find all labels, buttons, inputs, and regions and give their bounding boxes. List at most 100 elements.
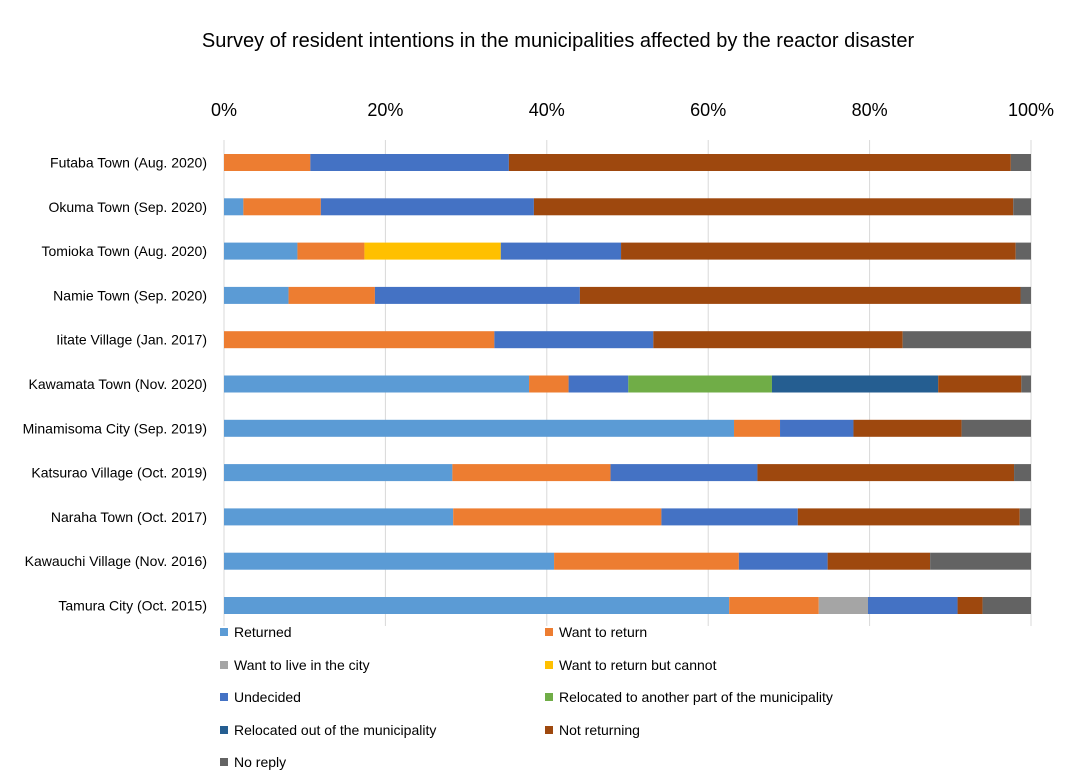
category-label: Namie Town (Sep. 2020) <box>53 287 207 303</box>
bar-segment-no-reply <box>1019 508 1031 526</box>
bar-segment-returned <box>224 464 453 482</box>
chart-title: Survey of resident intentions in the mun… <box>202 30 915 52</box>
legend-item: Returned <box>220 616 545 649</box>
legend-label: Want to return but cannot <box>559 656 717 673</box>
legend-swatch <box>545 660 553 669</box>
bar-segment-want-to-return <box>453 508 662 526</box>
bar-segment-returned <box>224 375 530 393</box>
x-tick-label: 20% <box>367 100 403 120</box>
category-label: Kawamata Town (Nov. 2020) <box>29 376 207 392</box>
x-tick-label: 100% <box>1008 100 1054 120</box>
bar-segment-want-to-return <box>452 464 611 482</box>
legend-label: Returned <box>234 624 292 641</box>
bar-segment-not-returning <box>653 331 903 349</box>
bar-segment-not-returning <box>757 464 1015 482</box>
bar-segment-undecided <box>780 419 854 437</box>
bar-segment-undecided <box>568 375 629 393</box>
bar-segment-returned <box>224 286 289 304</box>
legend-swatch <box>545 628 553 637</box>
x-tick-label: 80% <box>852 100 888 120</box>
bar-segment-want-to-live-in-the-city <box>818 597 868 614</box>
bar-segment-not-returning <box>957 597 983 614</box>
category-label: Tomioka Town (Aug. 2020) <box>42 243 208 259</box>
legend-label: No reply <box>234 754 287 771</box>
bar-segment-no-reply <box>1010 154 1031 171</box>
bar-segment-not-returning <box>827 552 931 570</box>
bar-segment-undecided <box>738 552 828 570</box>
bar-segment-not-returning <box>579 286 1021 304</box>
legend-label: Relocated to another part of the municip… <box>559 689 833 706</box>
bar-segment-no-reply <box>930 552 1031 570</box>
x-tick-label: 60% <box>690 100 726 120</box>
bar-segment-not-returning <box>797 508 1020 526</box>
bar-segment-no-reply <box>982 597 1031 614</box>
bar-segment-no-reply <box>1020 286 1031 304</box>
bar-segment-returned <box>224 597 730 614</box>
bar-segment-want-to-return <box>554 552 739 570</box>
legend-item: Want to return <box>545 616 905 649</box>
legend-swatch <box>545 693 553 702</box>
bar-segment-want-to-return <box>529 375 569 393</box>
bar-segment-want-to-return <box>734 419 781 437</box>
legend: Returned Want to return Want to live in th… <box>220 616 920 779</box>
bar-segment-undecided <box>500 242 622 260</box>
legend-swatch <box>220 660 228 669</box>
bar-segment-undecided <box>320 198 534 216</box>
category-label: Futaba Town (Aug. 2020) <box>50 155 207 171</box>
bar-segment-want-to-return <box>224 154 311 171</box>
category-label: Naraha Town (Oct. 2017) <box>51 509 207 525</box>
legend-item: Not returning <box>545 714 905 747</box>
bar-segment-want-to-return <box>729 597 819 614</box>
category-label: Iitate Village (Jan. 2017) <box>56 332 207 348</box>
bar-segment-undecided <box>494 331 654 349</box>
x-tick-label: 40% <box>529 100 565 120</box>
bar-segment-returned <box>224 198 244 216</box>
bar-segment-returned <box>224 552 555 570</box>
bar-segment-want-to-return <box>224 331 495 349</box>
bar-segment-no-reply <box>961 419 1031 437</box>
legend-item: Relocated to another part of the municip… <box>545 681 905 714</box>
bar-segment-no-reply <box>1014 464 1031 482</box>
bar-segment-undecided <box>310 154 509 171</box>
category-label: Tamura City (Oct. 2015) <box>58 598 207 614</box>
bar-segment-not-returning <box>938 375 1022 393</box>
bar-segment-returned <box>224 508 454 526</box>
bar-segment-relocated-out-of-the-municipality <box>771 375 939 393</box>
legend-swatch <box>545 725 553 734</box>
bar-segment-undecided <box>610 464 758 482</box>
bar-segment-undecided <box>661 508 798 526</box>
category-label: Katsurao Village (Oct. 2019) <box>31 465 207 481</box>
bar-segment-no-reply <box>1013 198 1031 216</box>
bar-segment-relocated-to-another-part-of-the-municipality <box>628 375 772 393</box>
bar-segment-want-to-return-but-cannot <box>364 242 501 260</box>
legend-swatch <box>220 628 228 637</box>
legend-item: Want to live in the city <box>220 649 545 682</box>
bar-segment-no-reply <box>902 331 1031 349</box>
legend-label: Not returning <box>559 721 640 738</box>
bar-segment-not-returning <box>533 198 1014 216</box>
bar-segment-returned <box>224 242 298 260</box>
bar-segment-undecided <box>374 286 580 304</box>
bar-segment-not-returning <box>853 419 962 437</box>
bars <box>224 154 1031 614</box>
bar-segment-not-returning <box>621 242 1016 260</box>
category-label: Kawauchi Village (Nov. 2016) <box>25 553 207 569</box>
category-labels: Futaba Town (Aug. 2020) Okuma Town (Sep. … <box>23 155 207 614</box>
legend-swatch <box>220 725 228 734</box>
bar-segment-want-to-return <box>243 198 321 216</box>
legend-swatch <box>220 758 228 767</box>
bar-segment-returned <box>224 419 735 437</box>
legend-item: Undecided <box>220 681 545 714</box>
x-tick-label: 0% <box>211 100 237 120</box>
x-axis-ticks: 0% 20% 40% 60% 80% 100% <box>211 100 1054 120</box>
legend-label: Undecided <box>234 689 301 706</box>
legend-item: Want to return but cannot <box>545 649 905 682</box>
legend-item: No reply <box>220 746 545 779</box>
category-label: Okuma Town (Sep. 2020) <box>49 199 208 215</box>
bar-segment-no-reply <box>1021 375 1031 393</box>
legend-item: Relocated out of the municipality <box>220 714 545 747</box>
legend-label: Relocated out of the municipality <box>234 721 437 738</box>
legend-swatch <box>220 693 228 702</box>
bar-segment-want-to-return <box>297 242 365 260</box>
